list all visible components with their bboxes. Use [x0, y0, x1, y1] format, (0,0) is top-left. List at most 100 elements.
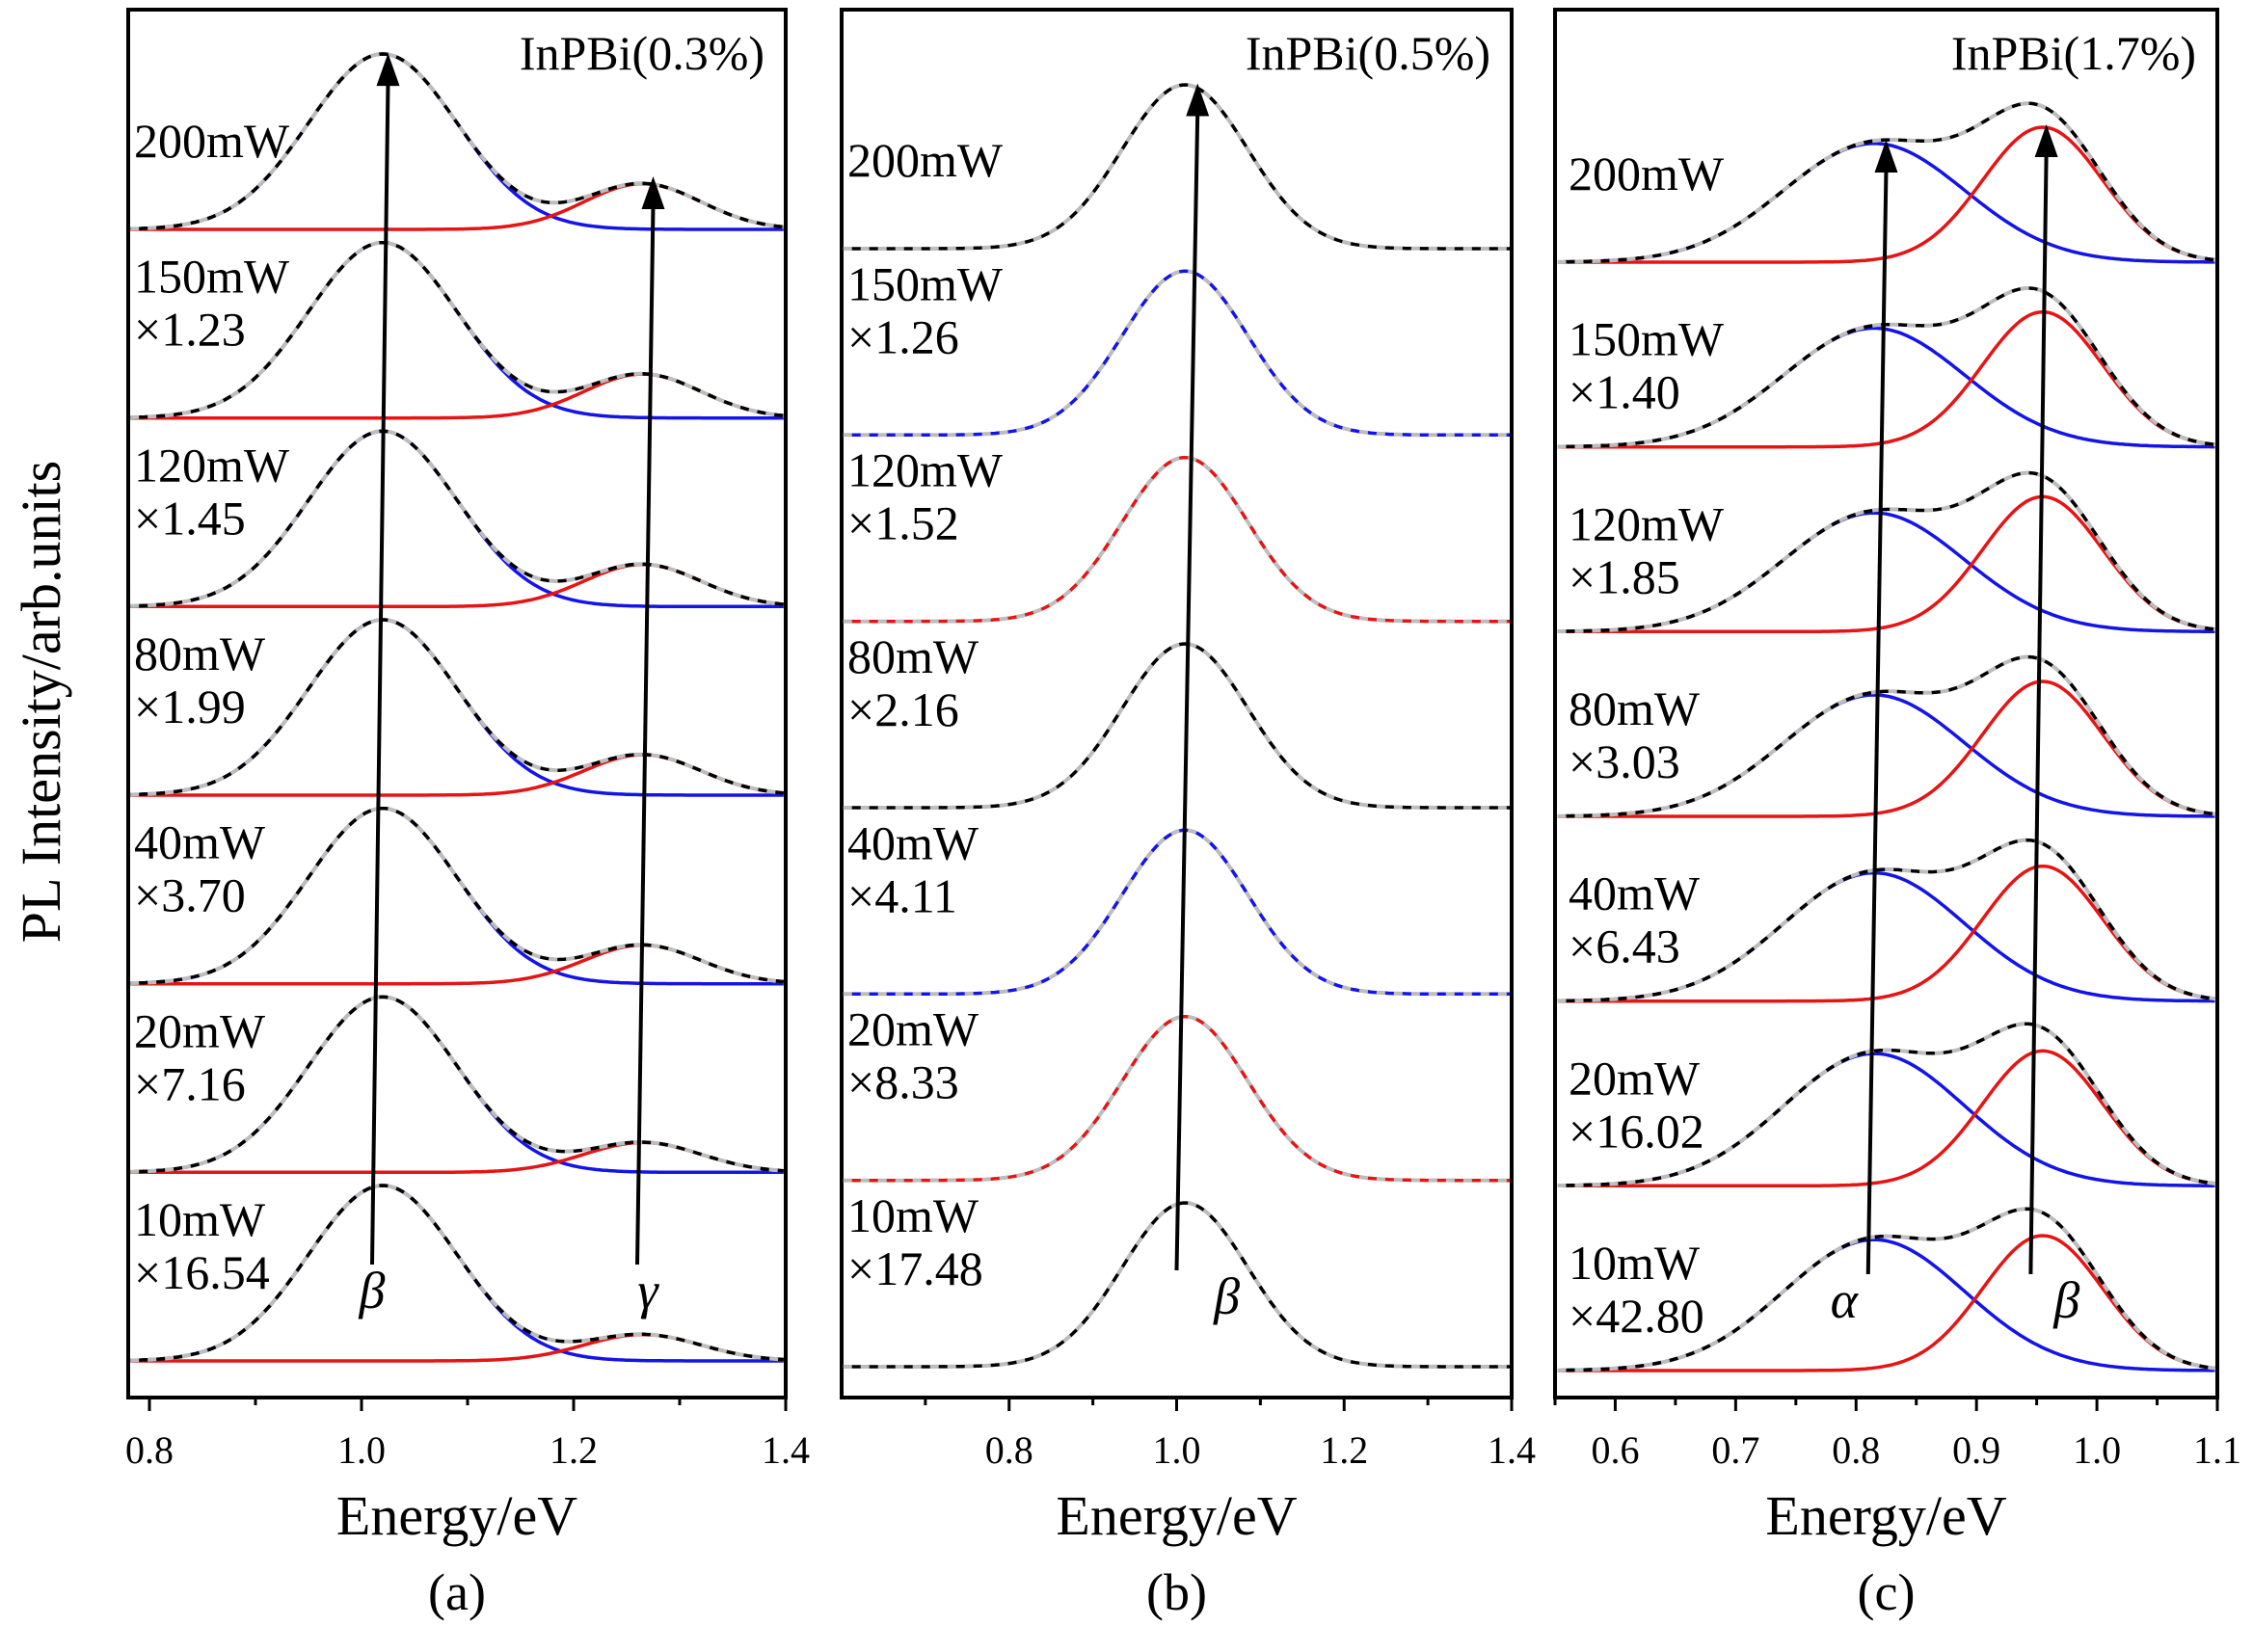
- plot-frame: [1553, 8, 2219, 1399]
- scale-label: ×7.16: [134, 1056, 246, 1110]
- measured-data: [843, 1014, 1511, 1183]
- spectrum-120mW: [130, 429, 784, 609]
- peak-label: β: [1213, 1267, 1240, 1325]
- x-tick-label: 1.0: [337, 1428, 386, 1472]
- measured-data: [130, 240, 784, 420]
- spectrum-150mW: [1557, 286, 2215, 449]
- measured-data: [843, 641, 1511, 810]
- spectrum-40mW: [843, 828, 1511, 997]
- spectrum-120mW: [1557, 470, 2215, 634]
- component-fit: [1557, 1049, 2215, 1188]
- panel-title: InPBi(1.7%): [1951, 26, 2196, 80]
- scale-label: ×2.16: [847, 682, 959, 736]
- y-axis-label: PL Intensity/arb.units: [10, 461, 72, 943]
- power-label: 150mW: [847, 256, 1004, 310]
- x-tick-label: 0.7: [1711, 1428, 1759, 1472]
- scale-label: ×1.23: [134, 303, 246, 357]
- panel-title: InPBi(0.3%): [520, 26, 764, 80]
- power-label: 120mW: [847, 443, 1004, 497]
- power-label: 20mW: [1569, 1051, 1701, 1105]
- power-label: 10mW: [1569, 1236, 1701, 1290]
- arrow-head: [2034, 124, 2058, 157]
- spectrum-80mW: [130, 617, 784, 797]
- arrow-head: [376, 53, 400, 87]
- peak-label: β: [359, 1262, 386, 1319]
- arrow-shaft: [635, 205, 656, 1266]
- measured-data: [1557, 1022, 2215, 1187]
- power-label: 200mW: [134, 114, 290, 168]
- power-label: 10mW: [847, 1188, 979, 1242]
- power-label: 40mW: [134, 815, 266, 869]
- x-axis-label: Energy/eV: [1765, 1484, 2006, 1547]
- power-label: 150mW: [134, 250, 290, 304]
- scale-label: ×16.54: [134, 1245, 270, 1299]
- scale-label: ×1.26: [847, 309, 959, 363]
- component-fit: [130, 1140, 784, 1175]
- x-axis-label: Energy/eV: [1056, 1484, 1297, 1547]
- scale-label: ×1.99: [134, 679, 246, 733]
- arrow-head: [641, 176, 665, 210]
- component-fit: [1557, 494, 2215, 634]
- scale-label: ×1.40: [1569, 365, 1680, 419]
- arrow-head: [1874, 139, 1898, 173]
- measured-data: [130, 1183, 784, 1363]
- measured-data: [130, 617, 784, 797]
- spectrum-80mW: [843, 641, 1511, 810]
- x-tick-label: 1.2: [550, 1428, 598, 1472]
- scale-label: ×17.48: [847, 1241, 983, 1295]
- x-tick-label: 0.8: [125, 1428, 174, 1472]
- power-label: 80mW: [847, 629, 979, 683]
- power-label: 200mW: [1569, 147, 1725, 200]
- arrow-shaft: [2028, 152, 2049, 1275]
- power-label: 200mW: [847, 133, 1004, 187]
- spectrum-80mW: [1557, 654, 2215, 818]
- component-fit: [1557, 1234, 2215, 1372]
- measured-data: [843, 269, 1511, 438]
- component-fit: [130, 181, 785, 231]
- measured-data: [1557, 654, 2215, 818]
- power-label: 20mW: [847, 1002, 979, 1056]
- spectrum-40mW: [130, 806, 784, 986]
- power-label: 120mW: [134, 438, 290, 492]
- measured-data: [843, 455, 1511, 624]
- peak-label: γ: [637, 1262, 659, 1319]
- component-fit: [1557, 309, 2215, 449]
- scale-label: ×1.45: [134, 491, 246, 545]
- measured-data: [130, 429, 784, 608]
- measured-data: [1557, 101, 2215, 264]
- scale-label: ×16.02: [1569, 1104, 1704, 1158]
- spectrum-10mW: [130, 1183, 784, 1363]
- power-label: 20mW: [134, 1003, 266, 1057]
- scale-label: ×4.11: [847, 868, 957, 922]
- scale-label: ×3.70: [134, 868, 246, 922]
- panel-0: 0.8 1.0 1.2 1.4 Energy/eV (a) InPBi(0.3%) 200mW…: [125, 8, 810, 1621]
- spectrum-150mW: [130, 240, 784, 420]
- panel-title: InPBi(0.5%): [1246, 26, 1490, 80]
- power-label: 150mW: [1569, 312, 1725, 366]
- spectrum-200mW: [130, 51, 785, 231]
- measured-data: [130, 806, 784, 986]
- spectrum-150mW: [843, 269, 1511, 438]
- measured-data: [1557, 838, 2215, 1003]
- x-tick-label: 0.6: [1591, 1428, 1639, 1472]
- power-label: 120mW: [1569, 496, 1725, 550]
- measured-data: [1557, 1207, 2215, 1372]
- scale-label: ×42.80: [1569, 1289, 1704, 1343]
- power-label: 80mW: [1569, 681, 1701, 735]
- scale-label: ×6.43: [1569, 919, 1680, 973]
- spectrum-10mW: [1557, 1207, 2215, 1372]
- measured-data: [1557, 470, 2215, 634]
- spectrum-20mW: [1557, 1022, 2215, 1188]
- spectrum-20mW: [843, 1014, 1511, 1183]
- spectrum-120mW: [843, 455, 1511, 624]
- measured-data: [843, 82, 1511, 251]
- panel-1: 0.8 1.0 1.2 1.4 Energy/eV (b) InPBi(0.5%) 200mW…: [840, 8, 1536, 1621]
- panel-letter: (b): [1146, 1563, 1207, 1621]
- x-tick-label: 1.4: [1488, 1428, 1536, 1472]
- arrow-shaft: [370, 82, 390, 1266]
- panel-letter: (c): [1858, 1563, 1916, 1621]
- spectrum-40mW: [1557, 838, 2215, 1003]
- spectrum-20mW: [130, 995, 784, 1175]
- x-tick-label: 1.2: [1320, 1428, 1368, 1472]
